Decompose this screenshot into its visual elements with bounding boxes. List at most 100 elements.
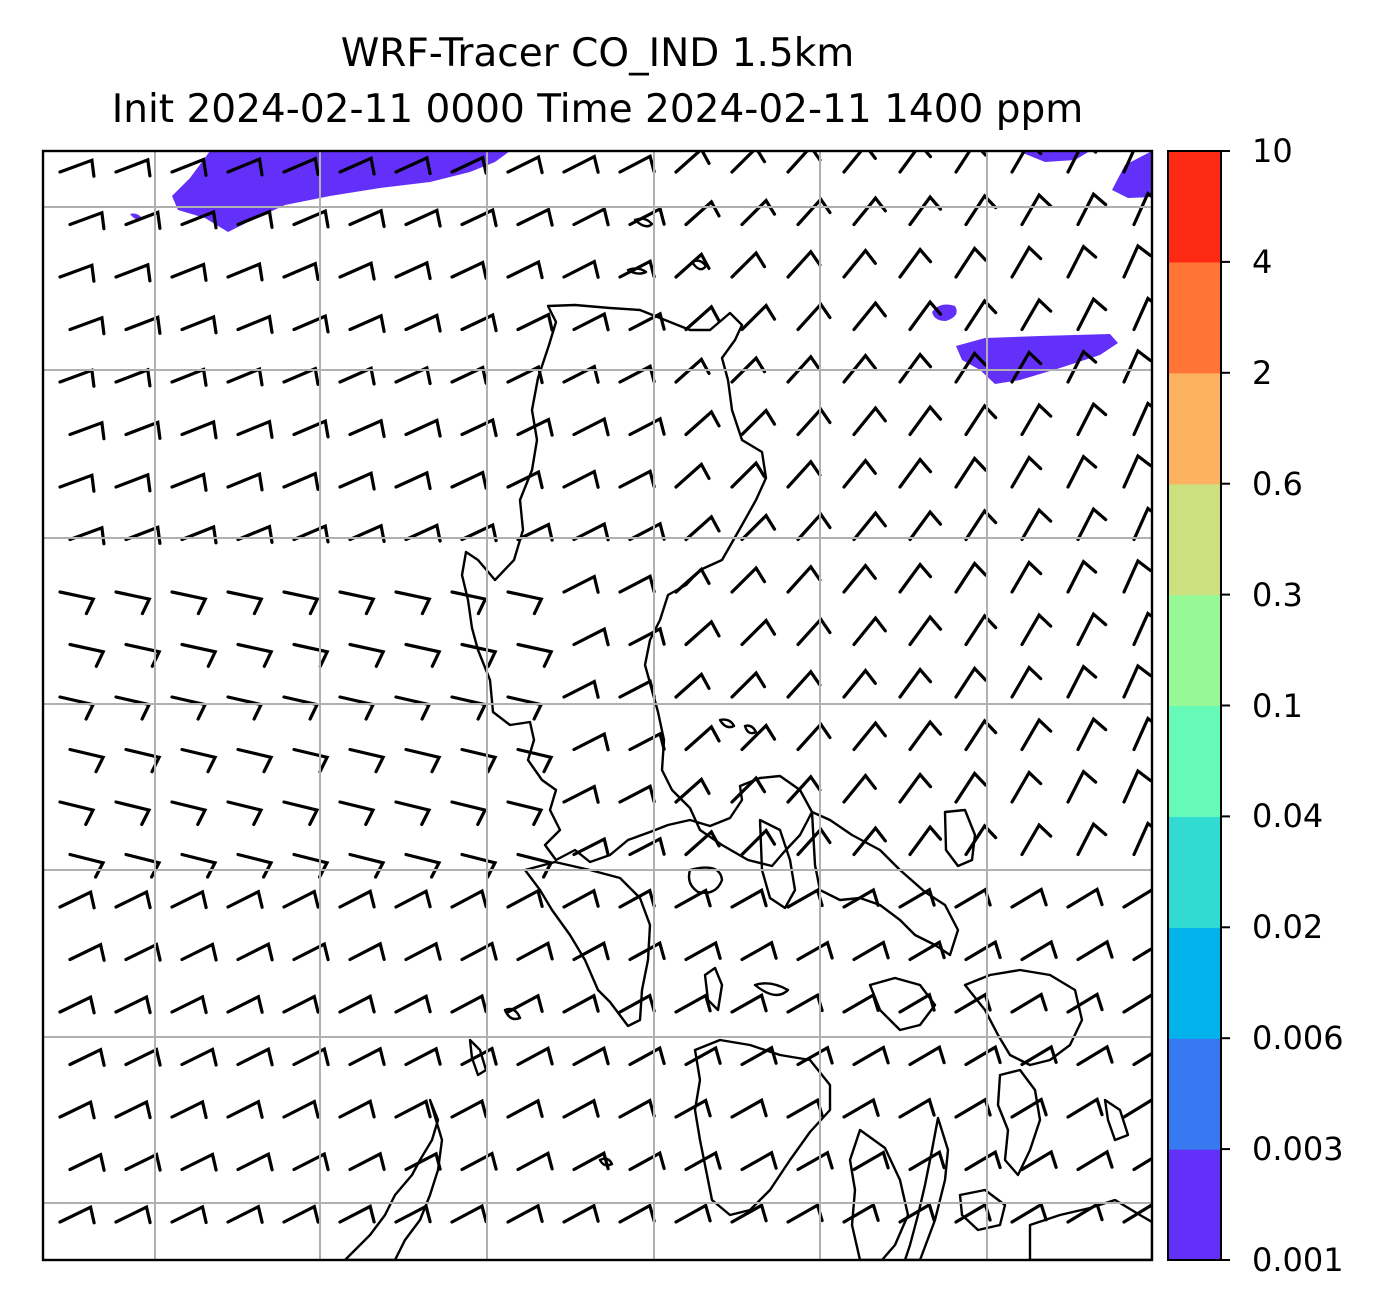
wind-barb: [730, 151, 767, 174]
wind-barb: [964, 613, 998, 647]
wind-barb: [1066, 244, 1098, 279]
coastline-masbate: [868, 976, 937, 1032]
wind-barb: [628, 206, 666, 227]
wind-barb: [404, 642, 442, 668]
wind-barb: [730, 1202, 768, 1224]
wind-barb: [908, 719, 943, 752]
wind-barb: [226, 1099, 264, 1119]
wind-barb: [852, 300, 887, 332]
wind-barb: [562, 679, 600, 699]
wind-barb: [562, 993, 600, 1014]
wind-barb: [572, 1045, 610, 1067]
wind-barb: [898, 247, 933, 279]
wind-barb: [338, 366, 376, 386]
wind-barb: [68, 420, 106, 441]
wind-barb: [282, 366, 320, 386]
wind-barb: [618, 1098, 656, 1119]
wind-barb: [292, 941, 330, 962]
colorbar-tick-label: 0.003: [1252, 1130, 1344, 1169]
wind-barb: [58, 1099, 96, 1120]
wind-barb: [1122, 453, 1152, 489]
wind-barb: [1010, 350, 1043, 384]
coastline-isle-j: [743, 724, 758, 735]
coastline-panay: [693, 1038, 832, 1217]
wind-barb: [338, 261, 376, 281]
colorbar-tick-label: 0.001: [1252, 1241, 1344, 1279]
wind-barb: [394, 888, 432, 909]
wind-barb: [58, 1204, 96, 1225]
wind-barb: [684, 199, 721, 227]
wind-barb: [516, 941, 554, 962]
wind-barb: [516, 852, 554, 879]
wind-barb: [730, 670, 767, 699]
map-title-line2: Init 2024-02-11 0000 Time 2024-02-11 140…: [111, 87, 1084, 132]
coastline-palawan: [343, 1098, 444, 1260]
wind-barb: [506, 993, 544, 1014]
wind-barb: [180, 1047, 218, 1067]
wind-barb: [394, 260, 432, 281]
wind-barb: [842, 151, 877, 174]
wind-barb: [506, 1098, 544, 1119]
wind-barb: [1132, 401, 1152, 437]
wind-barb: [954, 350, 988, 384]
wind-barb: [506, 364, 544, 385]
wind-barb: [572, 521, 610, 542]
wind-barb: [964, 939, 1002, 962]
wind-barb: [404, 523, 442, 543]
colorbar-segment: [1168, 594, 1221, 707]
wind-barb: [170, 994, 208, 1015]
wind-barb: [562, 154, 600, 174]
wind-barb: [964, 508, 998, 542]
wind-barb: [180, 209, 218, 230]
coastline-samar: [963, 968, 1084, 1067]
wind-barb: [68, 315, 106, 336]
wind-barb: [618, 258, 656, 279]
wind-barb: [796, 1045, 834, 1067]
wind-barb: [684, 304, 721, 332]
wind-barb: [684, 724, 721, 752]
wind-barb: [908, 194, 943, 227]
wind-barb: [898, 151, 933, 174]
wind-barb: [68, 642, 106, 668]
wind-barb: [1020, 1044, 1058, 1067]
wind-barb: [674, 776, 711, 804]
wind-barb: [348, 941, 386, 962]
wind-barb: [674, 1203, 712, 1224]
wind-barb: [450, 888, 488, 909]
wind-barb: [1122, 348, 1152, 384]
wind-barb: [236, 1046, 274, 1067]
wind-barb: [740, 723, 777, 752]
wind-barb: [170, 590, 208, 616]
wind-barb: [954, 245, 988, 279]
coastline-isle-i: [718, 718, 736, 729]
wind-barb: [348, 313, 386, 334]
wind-barb: [562, 784, 600, 804]
wind-barb: [786, 669, 822, 699]
wind-barb: [516, 1046, 554, 1067]
wind-barb: [740, 303, 777, 332]
wind-barb: [1076, 401, 1108, 437]
wind-barb: [450, 1098, 488, 1119]
wind-barb: [226, 590, 264, 616]
wind-barb: [338, 1204, 376, 1224]
map-background: [43, 151, 1152, 1260]
wind-barb: [852, 510, 887, 542]
wind-barb: [786, 249, 822, 279]
wind-barb: [898, 772, 933, 804]
wind-barb: [460, 642, 498, 668]
wind-barb: [674, 461, 711, 489]
wind-barb: [1010, 992, 1048, 1014]
wind-barb: [786, 459, 822, 489]
wind-barb: [740, 1150, 778, 1172]
wind-barb: [908, 824, 943, 857]
wind-barb: [516, 417, 554, 437]
wind-barb: [964, 298, 998, 332]
wind-barb: [954, 455, 988, 489]
wind-barb: [236, 941, 274, 962]
wind-barb: [348, 1151, 386, 1172]
wind-barb: [450, 470, 488, 490]
wind-barb: [1122, 992, 1152, 1014]
wind-barb: [562, 259, 600, 279]
wind-barb: [898, 352, 933, 384]
wind-barb: [562, 364, 600, 384]
